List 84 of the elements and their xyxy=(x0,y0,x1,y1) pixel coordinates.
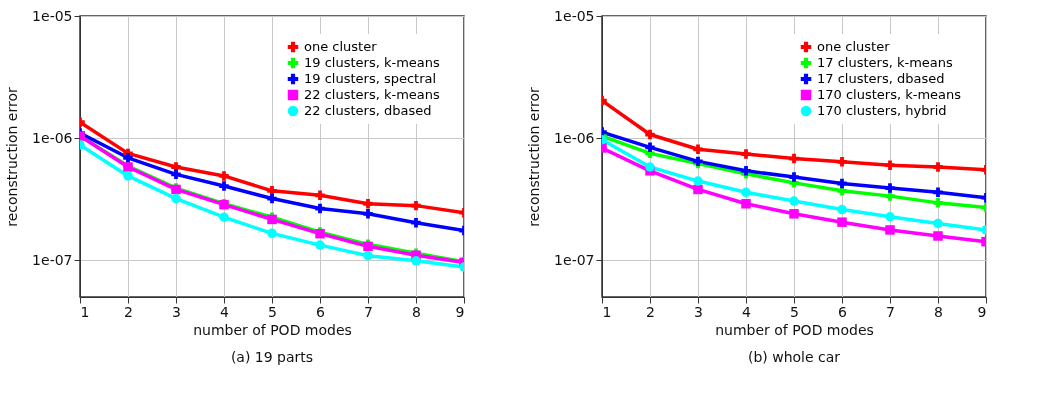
x-tick-label: 2 xyxy=(646,303,655,320)
legend-label: 17 clusters, dbased xyxy=(817,71,945,86)
point xyxy=(789,209,799,219)
point xyxy=(171,193,181,204)
point xyxy=(693,144,703,155)
point xyxy=(837,157,847,167)
point xyxy=(837,217,847,227)
point xyxy=(363,209,373,219)
legend-label: one cluster xyxy=(817,39,891,54)
point xyxy=(741,199,751,209)
legend-label: one cluster xyxy=(304,39,378,54)
point xyxy=(645,162,655,172)
point xyxy=(315,190,325,201)
point xyxy=(789,196,799,206)
point xyxy=(267,228,277,239)
point xyxy=(933,231,943,241)
x-tick-label: 9 xyxy=(977,303,987,320)
x-tick-label: 6 xyxy=(838,303,848,320)
x-axis-title: number of POD modes xyxy=(715,321,874,338)
point xyxy=(123,153,133,163)
x-tick-label: 7 xyxy=(364,303,373,320)
point xyxy=(885,160,895,170)
legend-label: 170 clusters, k-means xyxy=(817,87,962,102)
point xyxy=(885,212,895,222)
point xyxy=(885,225,895,235)
legend-label: 17 clusters, k-means xyxy=(817,55,954,70)
point xyxy=(219,181,229,191)
text: (b) whole car xyxy=(747,349,841,365)
y-axis-title: reconstruction error xyxy=(4,87,21,227)
point xyxy=(837,204,847,215)
point xyxy=(171,169,181,180)
point xyxy=(693,184,703,195)
x-tick-label: 3 xyxy=(172,303,181,320)
point xyxy=(837,178,847,189)
x-tick-label: 8 xyxy=(412,303,421,320)
point xyxy=(789,153,799,164)
x-tick-label: 9 xyxy=(455,303,465,320)
legend-label: 19 clusters, spectral xyxy=(304,71,437,86)
point xyxy=(267,193,277,204)
x-tick-label: 4 xyxy=(220,303,230,320)
point xyxy=(411,256,421,266)
x-tick-label: 5 xyxy=(790,303,799,320)
point xyxy=(741,149,751,159)
point xyxy=(363,250,373,261)
x-tick-label: 3 xyxy=(694,303,703,320)
point xyxy=(933,218,943,229)
point xyxy=(933,198,943,208)
y-tick-label: 1e-06 xyxy=(554,129,595,146)
y-tick-label: 1e-05 xyxy=(554,7,595,24)
text: (a) 19 parts xyxy=(230,349,314,365)
point xyxy=(411,217,421,228)
legend-label: 170 clusters, hybrid xyxy=(817,103,947,118)
y-tick-label: 1e-07 xyxy=(32,251,73,268)
y-tick-label: 1e-05 xyxy=(32,7,73,24)
point xyxy=(315,203,325,214)
legend-label: 22 clusters, k-means xyxy=(304,87,441,102)
point xyxy=(363,199,373,209)
point xyxy=(123,171,133,181)
y-tick-label: 1e-07 xyxy=(554,251,595,268)
x-tick-label: 8 xyxy=(934,303,943,320)
point xyxy=(933,187,943,198)
point xyxy=(315,240,325,250)
x-tick-label: 7 xyxy=(886,303,895,320)
x-tick-label: 6 xyxy=(316,303,326,320)
point xyxy=(645,129,655,140)
legend-label: 22 clusters, dbased xyxy=(304,103,432,118)
point xyxy=(741,187,751,198)
point xyxy=(219,212,229,222)
legend-label: 19 clusters, k-means xyxy=(304,55,441,70)
x-tick-label: 1 xyxy=(602,303,612,320)
point xyxy=(933,162,943,172)
x-tick-label: 5 xyxy=(268,303,277,320)
x-tick-label: 2 xyxy=(124,303,133,320)
point xyxy=(645,142,655,153)
point xyxy=(789,172,799,182)
y-axis-title: reconstruction error xyxy=(526,87,543,227)
point xyxy=(219,171,229,181)
x-tick-label: 4 xyxy=(742,303,752,320)
point xyxy=(885,183,895,193)
point xyxy=(411,200,421,211)
x-axis-title: number of POD modes xyxy=(193,321,352,338)
x-tick-label: 1 xyxy=(80,303,90,320)
point xyxy=(693,176,703,186)
y-tick-label: 1e-06 xyxy=(32,129,73,146)
